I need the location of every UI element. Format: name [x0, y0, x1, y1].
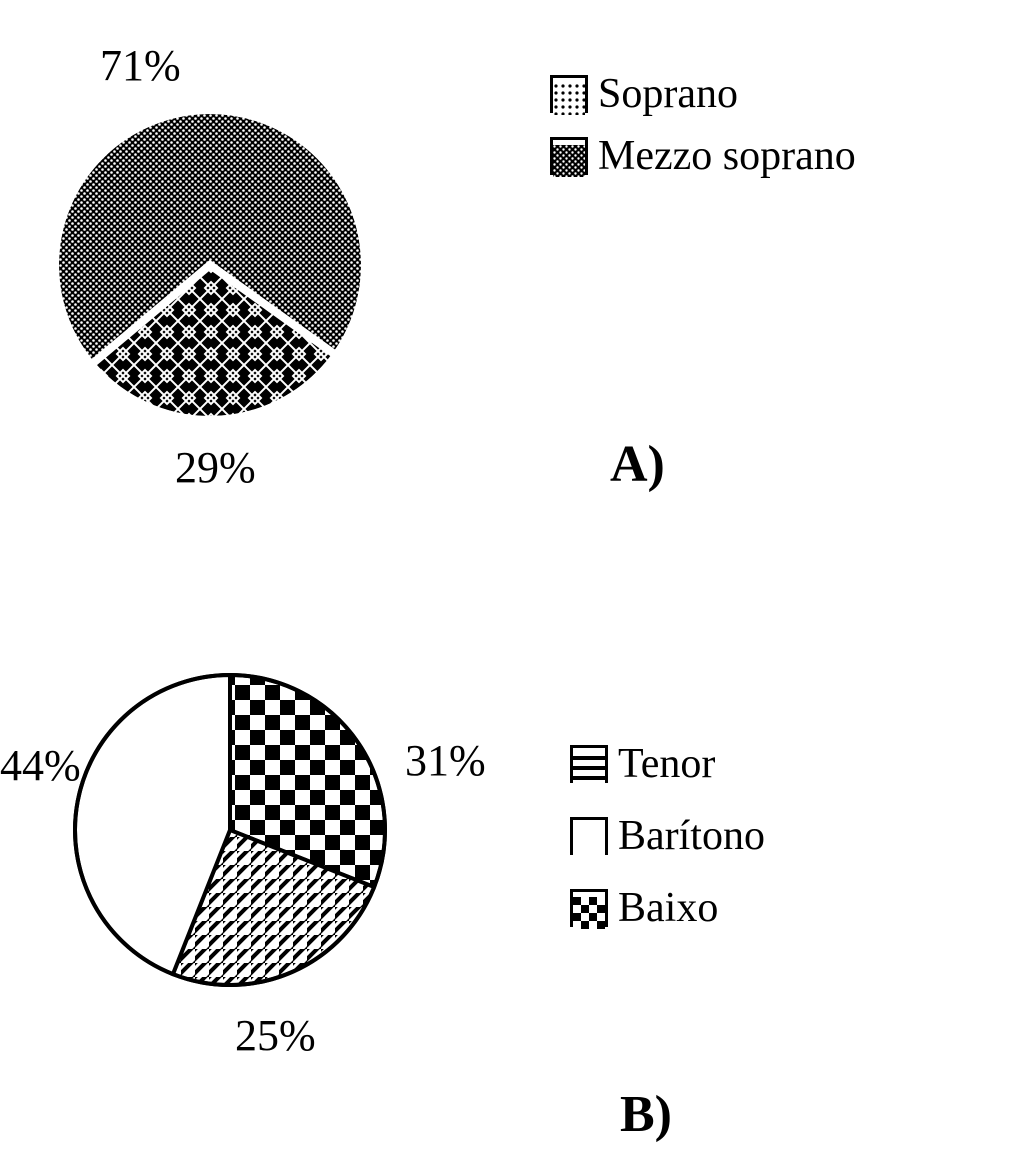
- slice-label-mezzo: 71%: [100, 40, 181, 91]
- legend-swatch-baritono: [570, 817, 608, 855]
- panel-label-b: B): [620, 1085, 672, 1144]
- legend-item-tenor: Tenor: [570, 740, 715, 788]
- pie-chart-a: [35, 90, 385, 440]
- legend-label: Barítono: [618, 812, 765, 860]
- slice-label-soprano: 29%: [175, 442, 256, 493]
- legend-item-baritono: Barítono: [570, 812, 765, 860]
- figure-stage: 71% 29% Soprano Mezzo soprano A) 31% 25%…: [0, 0, 1024, 1168]
- pie-chart-b: [55, 655, 405, 1005]
- legend-item-mezzo-soprano: Mezzo soprano: [550, 132, 856, 180]
- legend-swatch-baixo: [570, 889, 608, 927]
- slice-label-baritono: 44%: [0, 740, 81, 791]
- slice-label-baixo: 31%: [405, 735, 486, 786]
- panel-label-a: A): [610, 435, 665, 494]
- legend-swatch-tenor: [570, 745, 608, 783]
- legend-label: Soprano: [598, 70, 738, 118]
- legend-label: Tenor: [618, 740, 715, 788]
- legend-label: Mezzo soprano: [598, 132, 856, 180]
- slice-label-tenor: 25%: [235, 1010, 316, 1061]
- legend-swatch-soprano: [550, 75, 588, 113]
- legend-swatch-mezzo: [550, 137, 588, 175]
- legend-item-soprano: Soprano: [550, 70, 738, 118]
- legend-label: Baixo: [618, 884, 718, 932]
- legend-item-baixo: Baixo: [570, 884, 718, 932]
